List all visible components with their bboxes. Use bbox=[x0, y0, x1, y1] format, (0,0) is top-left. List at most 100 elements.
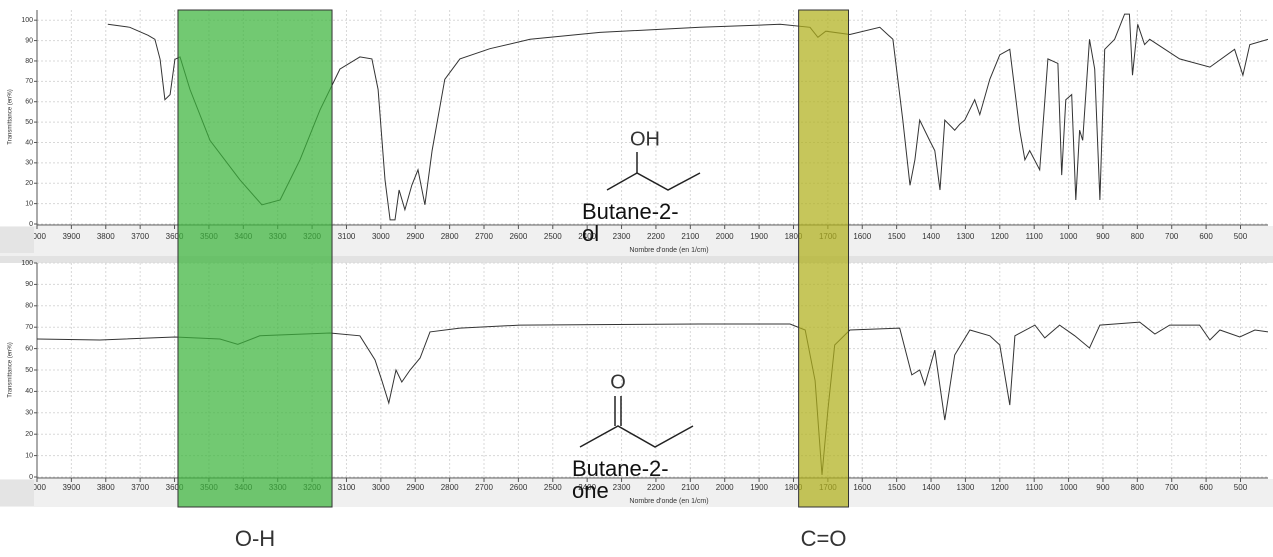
x-tick-label: 1400 bbox=[922, 232, 940, 241]
x-tick-label: 2300 bbox=[613, 483, 631, 492]
x-tick-label: 1800 bbox=[785, 232, 803, 241]
x-tick-label: 2900 bbox=[406, 232, 424, 241]
y-tick-label: 60 bbox=[25, 99, 33, 106]
x-tick-label: 700 bbox=[1165, 483, 1179, 492]
bond bbox=[606, 172, 701, 191]
x-tick-label: 2800 bbox=[441, 483, 459, 492]
x-tick-label: 1300 bbox=[957, 483, 975, 492]
x-tick-label: 1100 bbox=[1026, 232, 1044, 241]
axis-corner bbox=[0, 227, 34, 253]
y-tick-label: 40 bbox=[25, 388, 33, 395]
y-tick-label: 20 bbox=[25, 180, 33, 187]
y-tick-label: 100 bbox=[21, 17, 33, 24]
y-tick-label: 90 bbox=[25, 281, 33, 288]
x-tick-label: 500 bbox=[1234, 483, 1248, 492]
x-tick-label: 3000 bbox=[372, 232, 390, 241]
y-tick-label: 80 bbox=[25, 303, 33, 310]
y-tick-label: 0 bbox=[29, 474, 33, 481]
x-tick-label: 3600 bbox=[166, 483, 184, 492]
x-tick-label: 2100 bbox=[681, 483, 699, 492]
y-tick-label: 50 bbox=[25, 367, 33, 374]
x-tick-label: 2200 bbox=[647, 232, 665, 241]
y-tick-label: 40 bbox=[25, 139, 33, 146]
x-tick-label: 900 bbox=[1096, 232, 1110, 241]
y-tick-label: 90 bbox=[25, 37, 33, 44]
x-tick-label: 2700 bbox=[475, 232, 493, 241]
y-tick-label: 70 bbox=[25, 324, 33, 331]
x-tick-label: 1900 bbox=[750, 232, 768, 241]
x-tick-label: 2600 bbox=[509, 483, 527, 492]
x-tick-label: 1900 bbox=[750, 483, 768, 492]
x-tick-label: 3600 bbox=[166, 232, 184, 241]
axis-corner bbox=[0, 480, 34, 506]
x-tick-label: 1500 bbox=[888, 483, 906, 492]
x-tick-label: 3900 bbox=[62, 483, 80, 492]
y-tick-label: 70 bbox=[25, 78, 33, 85]
x-tick-label: 2200 bbox=[647, 483, 665, 492]
x-tick-label: 1500 bbox=[888, 232, 906, 241]
compound-name: Butane-2-one bbox=[572, 456, 669, 503]
x-tick-label: 1100 bbox=[1026, 483, 1044, 492]
x-tick-label: 3800 bbox=[97, 483, 115, 492]
x-tick-label: 2100 bbox=[681, 232, 699, 241]
spectrum-line bbox=[37, 321, 1268, 475]
y-axis-label: Transmittance (en%) bbox=[8, 342, 14, 397]
x-tick-label: 1200 bbox=[991, 483, 1009, 492]
x-tick-label: 2600 bbox=[509, 232, 527, 241]
molecule bbox=[579, 152, 701, 448]
band-label: C=O bbox=[801, 526, 847, 551]
y-tick-label: 30 bbox=[25, 160, 33, 167]
x-tick-label: 4000 bbox=[28, 483, 46, 492]
x-tick-label: 3000 bbox=[372, 483, 390, 492]
x-tick-label: 1600 bbox=[853, 483, 871, 492]
x-tick-label: 3700 bbox=[131, 232, 149, 241]
y-tick-label: 100 bbox=[21, 260, 33, 267]
x-tick-label: 600 bbox=[1199, 483, 1213, 492]
x-tick-label: 1200 bbox=[991, 232, 1009, 241]
y-tick-label: 30 bbox=[25, 410, 33, 417]
separator bbox=[0, 256, 1273, 263]
x-tick-label: 2400 bbox=[578, 483, 596, 492]
x-tick-label: 1000 bbox=[1060, 232, 1078, 241]
x-tick-label: 700 bbox=[1165, 232, 1179, 241]
x-tick-label: 1400 bbox=[922, 483, 940, 492]
x-tick-label: 2400 bbox=[578, 232, 596, 241]
y-tick-label: 80 bbox=[25, 58, 33, 65]
x-tick-label: 3800 bbox=[97, 232, 115, 241]
atom-label: OH bbox=[630, 128, 660, 150]
x-tick-label: 2900 bbox=[406, 483, 424, 492]
y-tick-label: 10 bbox=[25, 200, 33, 207]
x-tick-label: 2300 bbox=[613, 232, 631, 241]
x-tick-label: 1000 bbox=[1060, 483, 1078, 492]
x-tick-label: 2500 bbox=[544, 483, 562, 492]
band-label: O-H bbox=[235, 526, 275, 551]
x-tick-label: 2500 bbox=[544, 232, 562, 241]
y-tick-label: 20 bbox=[25, 431, 33, 438]
y-tick-label: 10 bbox=[25, 452, 33, 459]
x-tick-label: 3900 bbox=[62, 232, 80, 241]
x-tick-label: 4000 bbox=[28, 232, 46, 241]
y-tick-label: 50 bbox=[25, 119, 33, 126]
bond bbox=[579, 425, 694, 448]
x-tick-label: 500 bbox=[1234, 232, 1248, 241]
x-tick-label: 2800 bbox=[441, 232, 459, 241]
x-tick-label: 3100 bbox=[338, 483, 356, 492]
x-tick-label: 900 bbox=[1096, 483, 1110, 492]
x-tick-label: 800 bbox=[1131, 483, 1145, 492]
x-axis-label: Nombre d'onde (en 1/cm) bbox=[629, 498, 708, 505]
y-tick-label: 60 bbox=[25, 345, 33, 352]
x-tick-label: 3100 bbox=[338, 232, 356, 241]
x-tick-label: 800 bbox=[1131, 232, 1145, 241]
x-tick-label: 3700 bbox=[131, 483, 149, 492]
atom-label: O bbox=[610, 371, 626, 393]
highlight-band bbox=[798, 9, 849, 508]
x-tick-label: 600 bbox=[1199, 232, 1213, 241]
y-tick-label: 0 bbox=[29, 221, 33, 228]
x-tick-label: 2000 bbox=[716, 232, 734, 241]
x-tick-label: 1300 bbox=[957, 232, 975, 241]
x-tick-label: 2000 bbox=[716, 483, 734, 492]
compound-name: Butane-2-ol bbox=[582, 199, 679, 246]
x-tick-label: 1800 bbox=[785, 483, 803, 492]
